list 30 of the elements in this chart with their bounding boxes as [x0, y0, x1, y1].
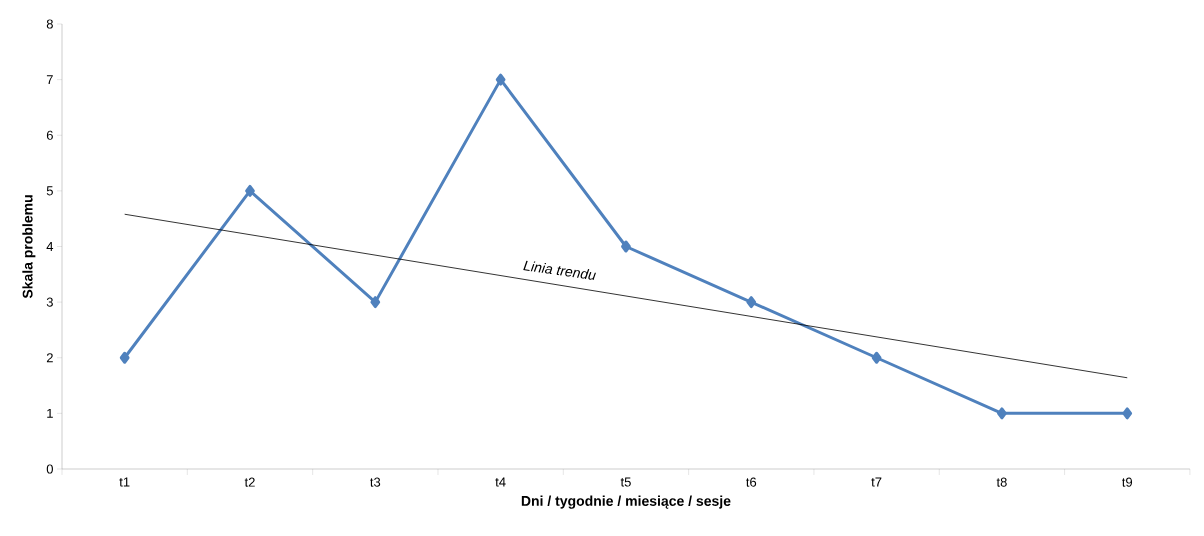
y-tick-label: 4 [46, 242, 54, 251]
point [119, 351, 130, 364]
y-tick-label: 6 [46, 130, 53, 140]
point [245, 184, 255, 197]
point [871, 351, 882, 364]
y-tick-label: 8 [46, 19, 53, 29]
point [997, 407, 1007, 420]
point [495, 73, 506, 86]
y-axis-title: Skala problemu [22, 195, 36, 299]
y-tick-label: 7 [46, 75, 53, 85]
point [1122, 407, 1133, 420]
y-tick-label: 0 [46, 464, 53, 474]
annotation: Linia trendu [523, 260, 596, 280]
x-tick-label: t4 [495, 477, 506, 487]
y-tick-label: 3 [46, 297, 53, 307]
y-tick-label: 2 [46, 353, 53, 363]
x-tick-label: t7 [871, 477, 882, 487]
x-tick-label: t9 [1122, 477, 1133, 487]
point [370, 296, 381, 309]
y-tick-label: 5 [46, 186, 53, 196]
point [621, 240, 631, 253]
x-tick-label: t6 [746, 477, 757, 487]
x-tick-label: t2 [244, 477, 255, 487]
x-tick-label: t5 [620, 477, 631, 487]
x-axis-title: Dni / tygodnie / miesiące / sesje [521, 495, 731, 509]
x-tick-label: t8 [996, 477, 1007, 487]
y-tick-label: 1 [47, 408, 53, 418]
point [746, 296, 757, 309]
x-tick-label: t1 [119, 477, 130, 487]
x-tick-label: t3 [370, 477, 381, 487]
